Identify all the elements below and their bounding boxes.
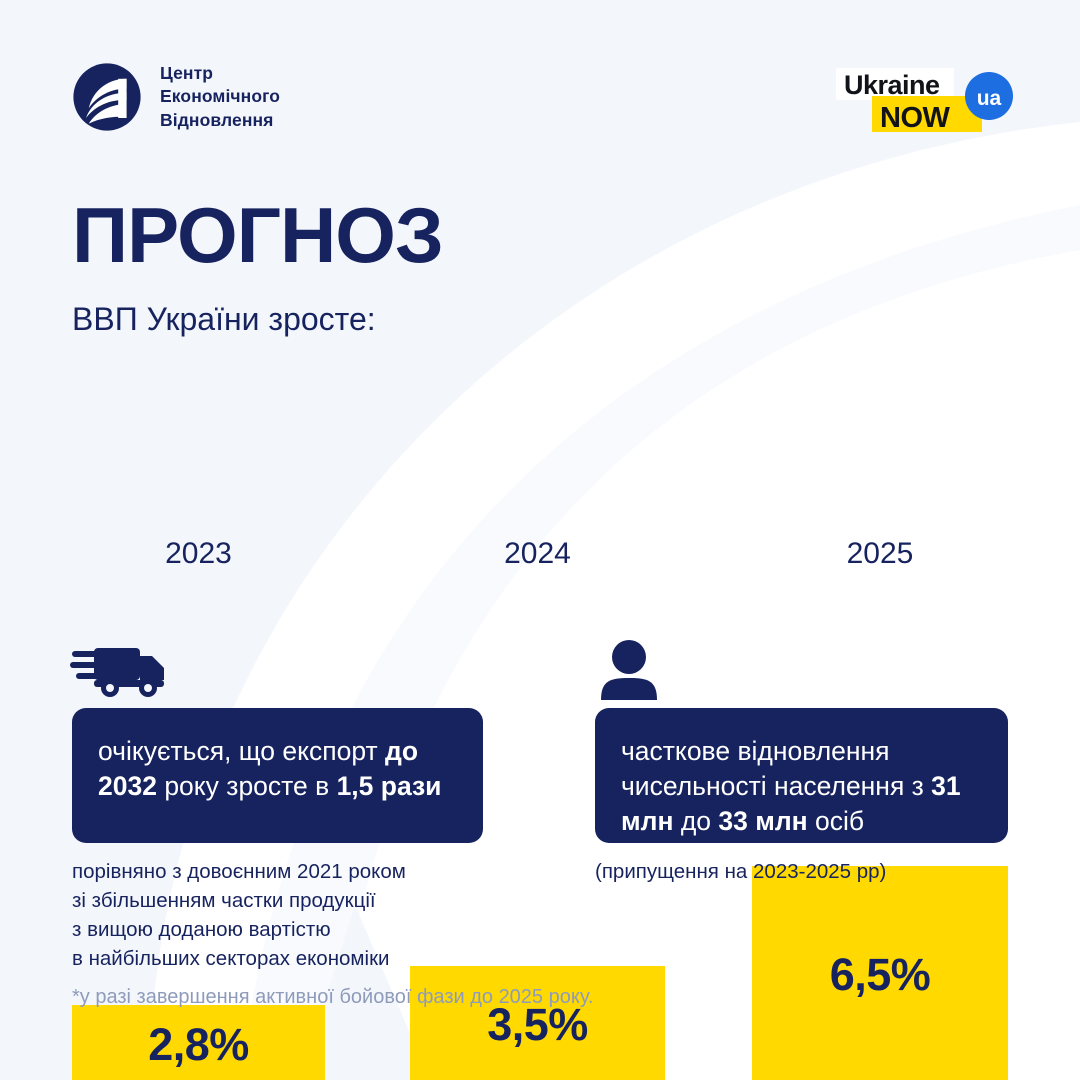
fact-export-text-mid: року зросте в (156, 771, 337, 802)
badge-bottom-bg (872, 96, 982, 132)
bar-label-2023: 2023 (165, 537, 232, 570)
fact-export-note: порівняно з довоєнним 2021 роком зі збіл… (72, 860, 406, 971)
fact-card-export: очікується, що експорт до 2032 року зрос… (72, 708, 483, 843)
bar-column-2025: 6,5% (752, 558, 1008, 1080)
ukraine-now-badge-graphic: Ukraine NOW ua (836, 68, 1013, 134)
page-title: ПРОГНОЗ (72, 191, 444, 279)
bar-2025: 6,5% (752, 866, 1008, 1080)
bar-value-2023: 2,8% (148, 1018, 249, 1070)
bar-value-2024: 3,5% (487, 999, 588, 1050)
bar-label-2025: 2025 (846, 537, 914, 570)
page-subtitle: ВВП України зросте: (72, 301, 376, 337)
bar-2024: 3,5% (410, 966, 665, 1080)
bar-column-2024: 3,5% (410, 558, 665, 1080)
bar-column-2023: 2,8% (72, 558, 325, 1080)
person-icon (601, 640, 657, 700)
svg-text:NOW: NOW (880, 102, 951, 134)
svg-text:Ukraine: Ukraine (844, 70, 940, 100)
brand-logo: Центр Економічного Відновлення (72, 62, 280, 132)
bar-2023: 2,8% (72, 1005, 325, 1080)
fact-population-text-mid: до (673, 806, 719, 837)
bar-label-2024: 2024 (504, 537, 571, 570)
fact-export-text-prefix: очікується, що експорт (98, 736, 386, 766)
delivery-truck-icon (70, 648, 164, 697)
badge-top-bg (836, 68, 954, 100)
fact-export-bold-1: до 2032 (98, 736, 419, 802)
fact-population-bold-1: 31 млн (621, 771, 961, 837)
fact-population-note: (припущення на 2023-2025 рр) (595, 860, 887, 883)
fact-population-text-suffix: осіб (807, 806, 865, 837)
fact-population-text-prefix: часткове відновлення чисельності населен… (621, 736, 932, 802)
bar-value-2025: 6,5% (829, 949, 931, 1000)
footnote: *у разі завершення активної бойової фази… (72, 986, 594, 1008)
fact-card-population: часткове відновлення чисельності населен… (595, 708, 1008, 843)
fact-population-bold-2: 33 млн (718, 806, 808, 837)
ukraine-now-badge: Ukraine NOW ua (836, 66, 1016, 138)
fact-export-bold-2: 1,5 рази (336, 771, 442, 802)
brand-logo-text: Центр Економічного Відновлення (160, 63, 281, 130)
globe-swoosh-logo-icon (73, 63, 141, 131)
badge-circle (965, 72, 1013, 120)
svg-text:ua: ua (977, 87, 1002, 110)
